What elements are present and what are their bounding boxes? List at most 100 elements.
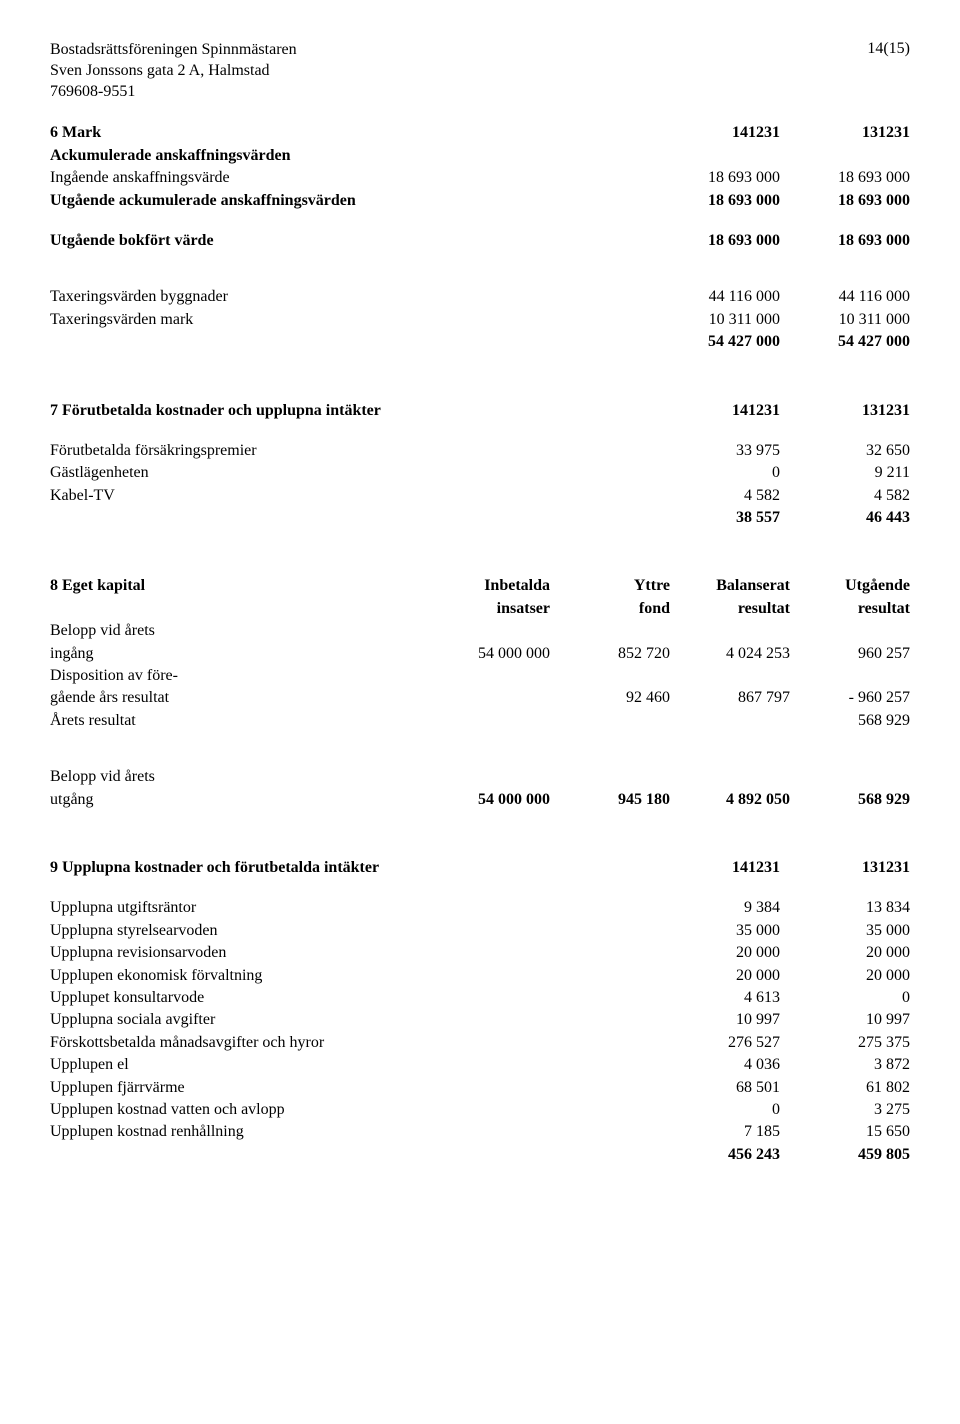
col-header: Utgående — [790, 575, 910, 597]
cell: 20 000 — [650, 942, 780, 964]
cell: 68 501 — [650, 1077, 780, 1099]
cell: 35 000 — [650, 920, 780, 942]
cell: 568 929 — [790, 710, 910, 732]
col-header: fond — [550, 598, 670, 620]
section-title: 7 Förutbetalda kostnader och upplupna in… — [50, 400, 650, 422]
cell: 13 834 — [780, 897, 910, 919]
cell: 15 650 — [780, 1121, 910, 1143]
section-title: 6 Mark — [50, 122, 650, 144]
col-header: 131231 — [780, 857, 910, 879]
cell: 18 693 000 — [780, 167, 910, 189]
cell: 4 024 253 — [670, 643, 790, 665]
row-label: Upplupen kostnad renhållning — [50, 1121, 650, 1143]
cell: 10 311 000 — [650, 309, 780, 331]
col-header: Yttre — [550, 575, 670, 597]
cell: 4 613 — [650, 987, 780, 1009]
page-header: Bostadsrättsföreningen Spinnmästaren Sve… — [50, 40, 910, 102]
col-header: Balanserat — [670, 575, 790, 597]
row-label: Upplupna revisionsarvoden — [50, 942, 650, 964]
cell: 20 000 — [780, 942, 910, 964]
row-label: Taxeringsvärden mark — [50, 309, 650, 331]
col-header: insatser — [430, 598, 550, 620]
row-label: Årets resultat — [50, 710, 430, 732]
org-address: Sven Jonssons gata 2 A, Halmstad — [50, 61, 910, 82]
col-header: resultat — [670, 598, 790, 620]
cell: 9 384 — [650, 897, 780, 919]
cell: 18 693 000 — [650, 190, 780, 212]
cell: 38 557 — [650, 507, 780, 529]
row-label: gående års resultat — [50, 687, 430, 709]
cell: 0 — [650, 462, 780, 484]
row-label: Upplupen kostnad vatten och avlopp — [50, 1099, 650, 1121]
cell: 54 427 000 — [780, 331, 910, 353]
cell: 54 427 000 — [650, 331, 780, 353]
cell: 4 582 — [650, 485, 780, 507]
section-7-forutbetalda: 7 Förutbetalda kostnader och upplupna in… — [50, 382, 910, 530]
cell: 276 527 — [650, 1032, 780, 1054]
cell: 32 650 — [780, 440, 910, 462]
cell: 44 116 000 — [650, 286, 780, 308]
cell: 54 000 000 — [430, 789, 550, 811]
cell: - 960 257 — [790, 687, 910, 709]
row-label: Upplupna styrelsearvoden — [50, 920, 650, 942]
row-label: Utgående bokfört värde — [50, 230, 650, 252]
cell: 92 460 — [550, 687, 670, 709]
cell: 18 693 000 — [650, 167, 780, 189]
col-header: 141231 — [650, 400, 780, 422]
cell: 275 375 — [780, 1032, 910, 1054]
cell: 456 243 — [650, 1144, 780, 1166]
cell: 4 582 — [780, 485, 910, 507]
col-header: 131231 — [780, 122, 910, 144]
cell: 568 929 — [790, 789, 910, 811]
cell: 4 892 050 — [670, 789, 790, 811]
cell: 18 693 000 — [650, 230, 780, 252]
col-header: Inbetalda — [430, 575, 550, 597]
cell: 61 802 — [780, 1077, 910, 1099]
col-header: 131231 — [780, 400, 910, 422]
section-9-upplupna: 9 Upplupna kostnader och förutbetalda in… — [50, 839, 910, 1166]
org-id: 769608-9551 — [50, 82, 910, 103]
cell: 10 997 — [780, 1009, 910, 1031]
cell: 459 805 — [780, 1144, 910, 1166]
cell: 960 257 — [790, 643, 910, 665]
row-label: Kabel-TV — [50, 485, 650, 507]
cell: 18 693 000 — [780, 190, 910, 212]
cell: 945 180 — [550, 789, 670, 811]
row-label: Taxeringsvärden byggnader — [50, 286, 650, 308]
row-label: ingång — [50, 643, 430, 665]
cell: 852 720 — [550, 643, 670, 665]
row-label: Utgående ackumulerade anskaffningsvärden — [50, 190, 650, 212]
section-6-mark: 6 Mark 141231 131231 Ackumulerade anskaf… — [50, 122, 910, 353]
cell: 7 185 — [650, 1121, 780, 1143]
cell: 46 443 — [780, 507, 910, 529]
row-label: Upplupna utgiftsräntor — [50, 897, 650, 919]
cell: 20 000 — [780, 965, 910, 987]
row-label: Belopp vid årets — [50, 766, 430, 788]
row-label: Förskottsbetalda månadsavgifter och hyro… — [50, 1032, 650, 1054]
row-label: Gästlägenheten — [50, 462, 650, 484]
cell: 20 000 — [650, 965, 780, 987]
row-label: Upplupna sociala avgifter — [50, 1009, 650, 1031]
cell: 10 997 — [650, 1009, 780, 1031]
cell: 3 872 — [780, 1054, 910, 1076]
page-number: 14(15) — [867, 40, 910, 58]
row-label: utgång — [50, 789, 430, 811]
cell: 33 975 — [650, 440, 780, 462]
cell: 9 211 — [780, 462, 910, 484]
row-label: Disposition av före- — [50, 665, 430, 687]
cell: 10 311 000 — [780, 309, 910, 331]
section-8-eget-kapital: 8 Eget kapital Inbetalda Yttre Balansera… — [50, 557, 910, 811]
cell: 0 — [650, 1099, 780, 1121]
row-label: Upplupen fjärrvärme — [50, 1077, 650, 1099]
cell: 3 275 — [780, 1099, 910, 1121]
section-title: 8 Eget kapital — [50, 575, 430, 597]
col-header: 141231 — [650, 857, 780, 879]
cell: 54 000 000 — [430, 643, 550, 665]
cell: 867 797 — [670, 687, 790, 709]
cell: 35 000 — [780, 920, 910, 942]
col-header: 141231 — [650, 122, 780, 144]
row-label: Ingående anskaffningsvärde — [50, 167, 650, 189]
row-label: Upplupen ekonomisk förvaltning — [50, 965, 650, 987]
row-label: Förutbetalda försäkringspremier — [50, 440, 650, 462]
cell: 4 036 — [650, 1054, 780, 1076]
